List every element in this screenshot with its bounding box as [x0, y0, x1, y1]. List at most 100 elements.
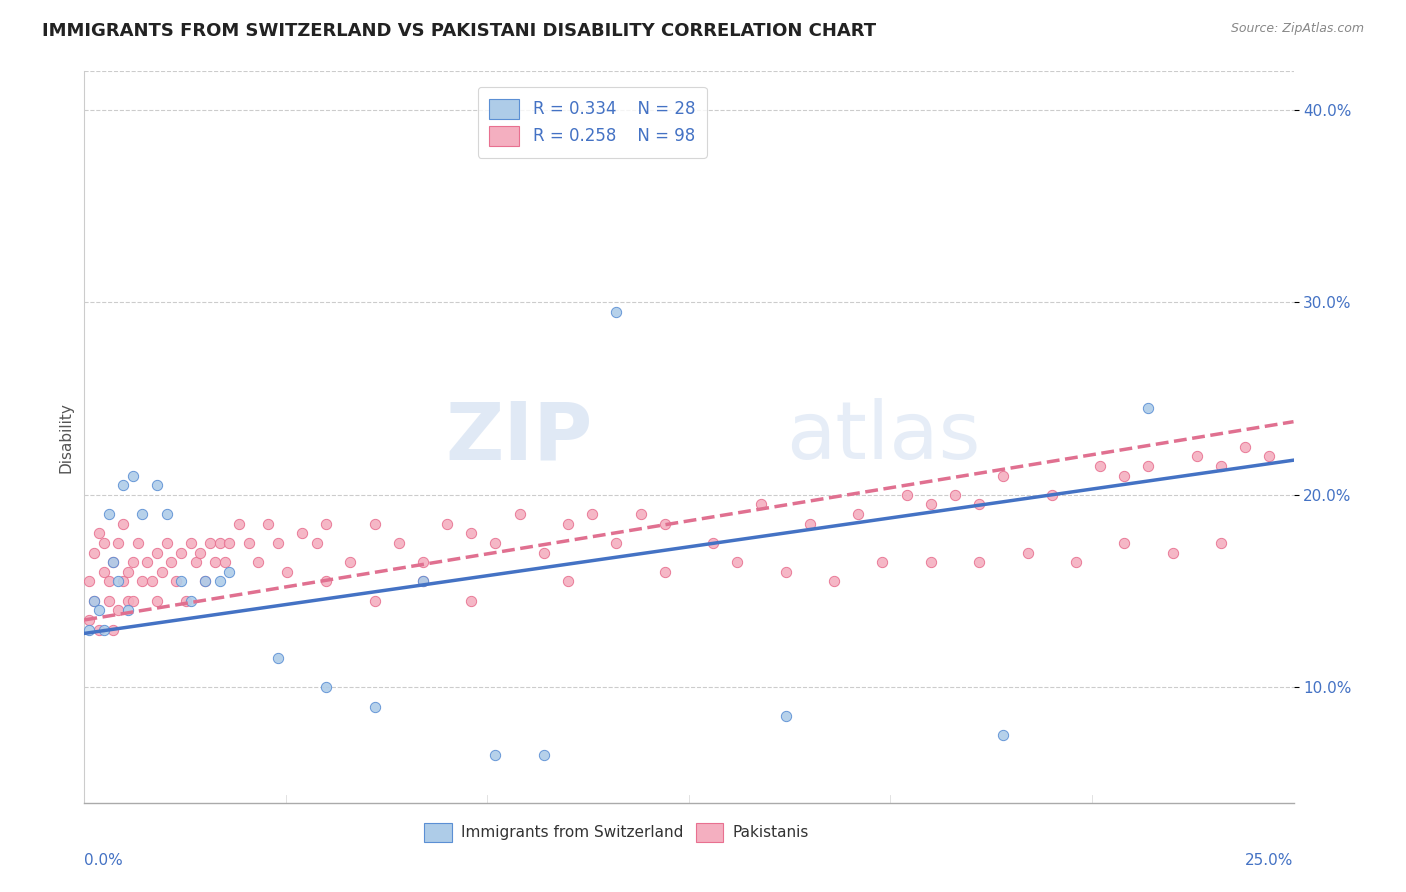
Point	[654, 516, 676, 531]
Point	[131, 507, 153, 521]
Text: atlas: atlas	[786, 398, 980, 476]
Point	[1088, 458, 1111, 473]
Point	[896, 488, 918, 502]
Point	[1114, 468, 1136, 483]
Point	[117, 603, 139, 617]
Point	[1185, 450, 1208, 464]
Point	[1258, 450, 1281, 464]
Point	[170, 545, 193, 559]
Point	[77, 574, 100, 589]
Point	[198, 536, 221, 550]
Point	[484, 536, 506, 550]
Point	[87, 623, 110, 637]
Point	[436, 516, 458, 531]
Point	[247, 555, 270, 569]
Point	[112, 574, 135, 589]
Point	[363, 593, 385, 607]
Point	[1234, 440, 1257, 454]
Point	[155, 536, 177, 550]
Point	[136, 555, 159, 569]
Point	[1064, 555, 1087, 569]
Point	[131, 574, 153, 589]
Point	[339, 555, 361, 569]
Point	[605, 536, 627, 550]
Point	[121, 468, 143, 483]
Point	[150, 565, 173, 579]
Point	[1137, 401, 1160, 416]
Point	[107, 574, 129, 589]
Point	[83, 545, 105, 559]
Point	[460, 593, 482, 607]
Point	[146, 545, 169, 559]
Text: ZIP: ZIP	[444, 398, 592, 476]
Point	[83, 593, 105, 607]
Point	[460, 526, 482, 541]
Point	[103, 555, 125, 569]
Point	[509, 507, 531, 521]
Point	[87, 603, 110, 617]
Point	[412, 574, 434, 589]
Point	[93, 565, 115, 579]
Point	[117, 593, 139, 607]
Point	[127, 536, 149, 550]
Point	[412, 574, 434, 589]
Point	[533, 747, 555, 762]
Point	[87, 526, 110, 541]
Point	[920, 555, 942, 569]
Point	[581, 507, 603, 521]
Point	[141, 574, 163, 589]
Point	[107, 603, 129, 617]
Point	[160, 555, 183, 569]
Point	[943, 488, 966, 502]
Point	[194, 574, 217, 589]
Point	[103, 555, 125, 569]
Point	[315, 574, 337, 589]
Point	[872, 555, 894, 569]
Legend: Immigrants from Switzerland, Pakistanis: Immigrants from Switzerland, Pakistanis	[418, 817, 814, 847]
Point	[1017, 545, 1039, 559]
Point	[165, 574, 187, 589]
Point	[218, 536, 240, 550]
Point	[1209, 458, 1232, 473]
Point	[146, 478, 169, 492]
Point	[174, 593, 197, 607]
Point	[823, 574, 845, 589]
Point	[993, 468, 1015, 483]
Point	[155, 507, 177, 521]
Point	[315, 516, 337, 531]
Point	[121, 593, 143, 607]
Point	[315, 681, 337, 695]
Point	[190, 545, 212, 559]
Point	[214, 555, 236, 569]
Point	[83, 593, 105, 607]
Point	[775, 709, 797, 723]
Point	[605, 305, 627, 319]
Point	[305, 536, 328, 550]
Point	[291, 526, 314, 541]
Point	[557, 516, 579, 531]
Point	[218, 565, 240, 579]
Point	[799, 516, 821, 531]
Point	[967, 555, 990, 569]
Point	[146, 593, 169, 607]
Point	[208, 536, 231, 550]
Point	[484, 747, 506, 762]
Point	[751, 498, 773, 512]
Point	[170, 574, 193, 589]
Point	[77, 623, 100, 637]
Point	[93, 536, 115, 550]
Point	[267, 651, 290, 665]
Point	[725, 555, 748, 569]
Point	[630, 507, 652, 521]
Point	[363, 516, 385, 531]
Point	[180, 536, 202, 550]
Point	[276, 565, 298, 579]
Point	[363, 699, 385, 714]
Text: IMMIGRANTS FROM SWITZERLAND VS PAKISTANI DISABILITY CORRELATION CHART: IMMIGRANTS FROM SWITZERLAND VS PAKISTANI…	[42, 22, 876, 40]
Point	[97, 574, 120, 589]
Point	[702, 536, 724, 550]
Point	[121, 555, 143, 569]
Point	[654, 565, 676, 579]
Point	[920, 498, 942, 512]
Point	[846, 507, 869, 521]
